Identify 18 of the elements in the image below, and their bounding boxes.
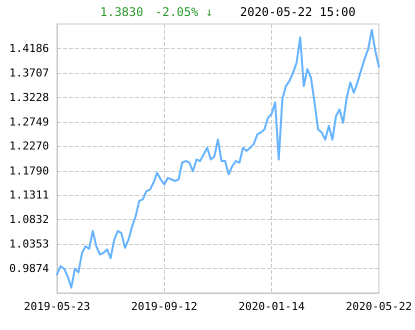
y-tick-label: 0.9874 xyxy=(9,262,50,276)
y-tick-label: 1.2270 xyxy=(9,140,49,153)
y-tick-label: 1.1790 xyxy=(9,164,49,178)
y-tick-label: 1.3707 xyxy=(9,66,49,80)
y-tick-label: 1.2749 xyxy=(9,115,49,128)
text: 2020-05-22 15:00 xyxy=(240,5,356,19)
line-series xyxy=(56,28,380,289)
y-tick-label: 1.4186 xyxy=(9,42,49,55)
x-tick-label: 2020-01-14 xyxy=(238,300,306,313)
y-tick-label: 1.0353 xyxy=(9,238,49,251)
text: -2.05% ↓ xyxy=(155,5,213,19)
x-tick-label: 2020-05-22 xyxy=(346,300,412,313)
y-tick-label: 1.3228 xyxy=(9,90,49,104)
x-tick-label: 2019-05-23 xyxy=(24,300,90,313)
y-tick-label: 1.0832 xyxy=(9,213,49,226)
x-tick-label: 2019-09-12 xyxy=(131,300,198,313)
text: 1.3830 xyxy=(100,5,144,19)
y-tick-label: 1.1311 xyxy=(9,188,49,202)
